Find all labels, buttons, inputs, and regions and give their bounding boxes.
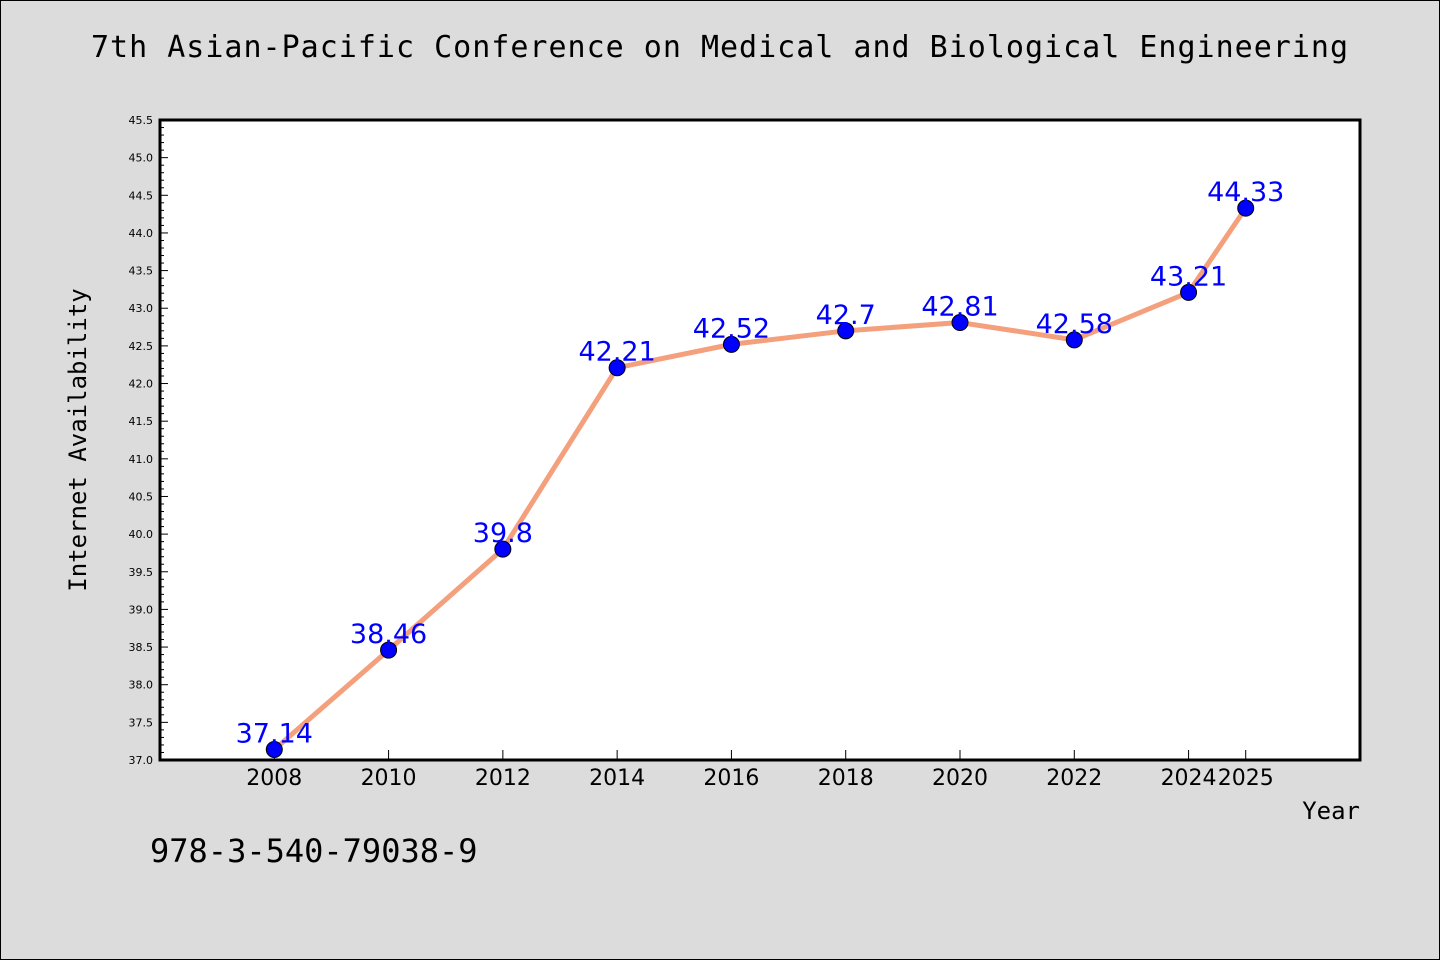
y-tick-label: 45.0	[129, 152, 154, 165]
y-tick-label: 38.5	[129, 641, 154, 654]
y-tick-label: 45.5	[129, 114, 154, 127]
series-line	[271, 205, 1249, 752]
plot-area	[158, 118, 1362, 762]
y-tick-label: 37.5	[129, 716, 154, 729]
x-tick-label: 2012	[475, 766, 531, 791]
data-point	[722, 335, 740, 353]
isbn-text: 978-3-540-79038-9	[150, 832, 478, 870]
y-tick-label: 41.5	[129, 415, 154, 428]
data-label: 44.33	[1207, 177, 1284, 208]
x-tick-label: 2022	[1046, 766, 1102, 791]
x-tick-label: 2024	[1161, 766, 1217, 791]
y-tick-label: 41.0	[129, 453, 154, 466]
data-label: 39.8	[473, 518, 533, 549]
x-tick-label: 2018	[818, 766, 874, 791]
data-point	[265, 740, 283, 758]
data-point	[1065, 331, 1083, 349]
x-tick-label: 2008	[246, 766, 302, 791]
y-axis-label: Internet Availability	[64, 288, 92, 591]
y-tick-label: 42.0	[129, 378, 154, 391]
y-tick-label: 40.5	[129, 490, 154, 503]
data-label: 42.21	[578, 337, 655, 368]
data-label: 42.52	[693, 313, 770, 344]
y-tick-label: 44.0	[129, 227, 154, 240]
y-tick-label: 43.5	[129, 265, 154, 278]
data-label: 42.7	[816, 300, 876, 331]
x-tick-label: 2010	[361, 766, 417, 791]
data-point	[494, 540, 512, 558]
data-label: 42.58	[1036, 309, 1113, 340]
x-tick-label: 2014	[589, 766, 645, 791]
x-tick-label: 2025	[1218, 766, 1274, 791]
data-point	[1237, 199, 1255, 217]
y-tick-label: 39.5	[129, 566, 154, 579]
y-tick-label: 42.5	[129, 340, 154, 353]
data-point	[837, 322, 855, 340]
data-label: 42.81	[921, 292, 998, 323]
x-axis-label: Year	[1302, 797, 1360, 825]
x-tick-label: 2020	[932, 766, 988, 791]
y-tick-label: 37.0	[129, 754, 154, 767]
y-tick-label: 44.5	[129, 189, 154, 202]
y-tick-label: 39.0	[129, 603, 154, 616]
x-tick-label: 2016	[703, 766, 759, 791]
data-label: 37.14	[236, 718, 313, 749]
y-tick-label: 40.0	[129, 528, 154, 541]
data-point	[951, 314, 969, 332]
data-point	[380, 641, 398, 659]
data-label: 38.46	[350, 619, 427, 650]
data-point	[1180, 283, 1198, 301]
chart-title: 7th Asian-Pacific Conference on Medical …	[90, 30, 1350, 65]
y-tick-label: 38.0	[129, 679, 154, 692]
data-point	[608, 359, 626, 377]
data-label: 43.21	[1150, 261, 1227, 292]
y-tick-label: 43.0	[129, 302, 154, 315]
